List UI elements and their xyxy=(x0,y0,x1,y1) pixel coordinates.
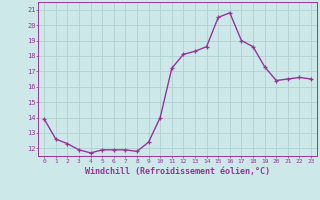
X-axis label: Windchill (Refroidissement éolien,°C): Windchill (Refroidissement éolien,°C) xyxy=(85,167,270,176)
